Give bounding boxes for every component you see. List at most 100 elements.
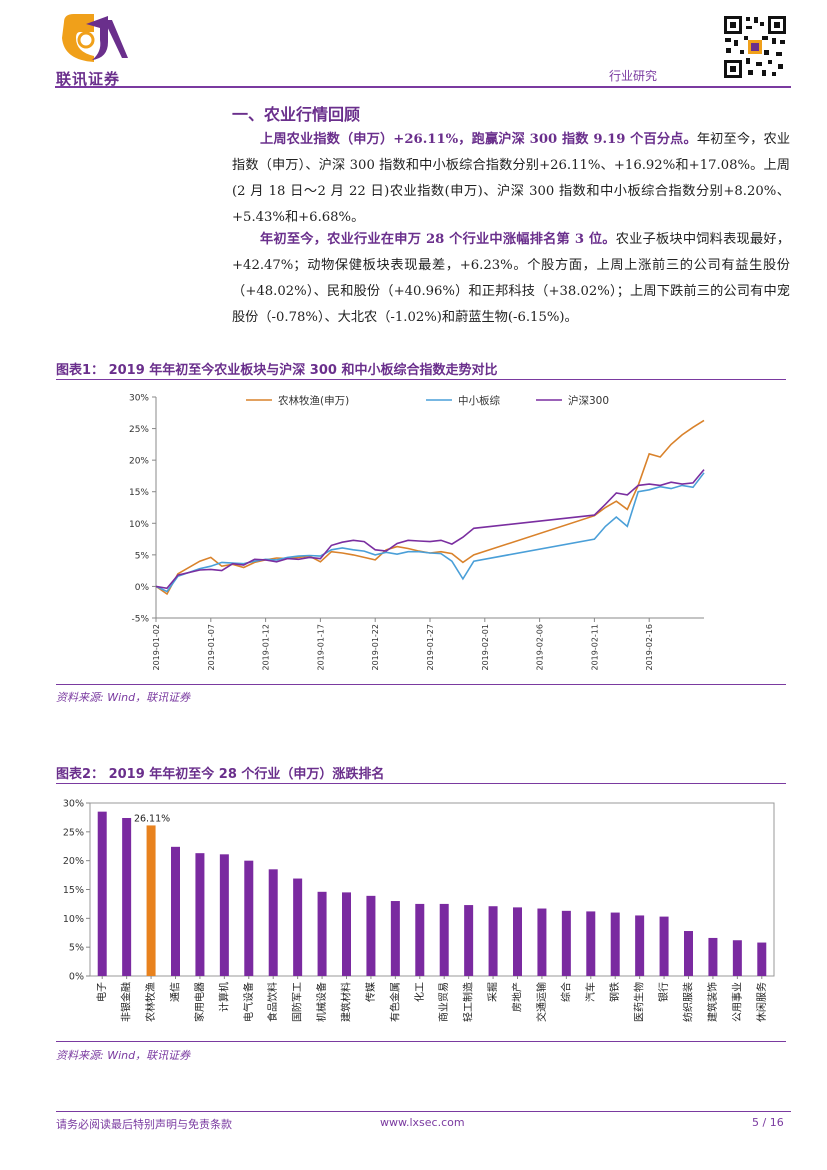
x-tick-label: 电子 [95, 982, 108, 1002]
x-tick-label: 2019-02-16 [645, 624, 654, 671]
logo-mark-icon [62, 14, 128, 62]
bar [219, 854, 229, 976]
bar [171, 846, 180, 976]
bar [537, 908, 547, 976]
bar [366, 895, 376, 976]
x-tick-label: 计算机 [217, 982, 230, 1012]
company-logo: 联讯证券 [56, 12, 136, 88]
x-tick-label: 房地产 [511, 982, 524, 1012]
figure1-top-rule [56, 379, 786, 380]
x-tick-label: 2019-01-07 [207, 624, 216, 671]
y-tick-label: 30% [129, 394, 149, 404]
y-tick-label: 5% [69, 943, 84, 954]
figure1-bottom-rule [56, 684, 786, 685]
bar [561, 910, 571, 976]
y-tick-label: 20% [129, 457, 149, 467]
bar-chart: 0% 5% 10% 15% 20% 25% 30% 电子 非银金融 农林牧渔 26.11% 通信 家用电… [63, 799, 775, 1022]
x-tick-label: 2019-01-12 [262, 624, 271, 671]
paragraph-2-text: 农业子板块中饲料表现最好，+42.47%；动物保健板块表现最差，+6.23%。个… [232, 232, 791, 325]
bar [244, 860, 254, 976]
y-tick-label: 10% [63, 914, 84, 925]
header-divider [55, 86, 791, 88]
x-tick-label: 2019-02-01 [481, 624, 490, 671]
bar [268, 869, 278, 976]
x-tick-label: 休闲服务 [755, 982, 768, 1022]
y-tick-label: -5% [131, 615, 149, 625]
line-chart: -5% 0% 5% 10% 15% 20% 25% 30% 2019-01-02 2019-01-… [129, 394, 705, 671]
y-tick-label: 0% [135, 583, 150, 593]
bar [464, 905, 474, 976]
section-title: 一、农业行情回顾 [232, 105, 361, 124]
footer-divider [56, 1111, 791, 1112]
bar-data-label: 26.11% [134, 813, 170, 824]
bar [122, 817, 132, 976]
y-tick-label: 25% [129, 425, 149, 435]
x-tick-label: 家用电器 [193, 982, 206, 1022]
x-tick-label: 采掘 [486, 982, 499, 1002]
x-tick-label: 电气设备 [242, 982, 255, 1022]
paragraph-1-highlight: 上周农业指数（申万）+26.11%，跑赢沪深 300 指数 9.19 个百分点。 [260, 132, 697, 147]
x-tick-label: 建筑材料 [340, 982, 353, 1022]
y-tick-label: 15% [63, 885, 84, 896]
x-tick-label: 国防军工 [291, 982, 304, 1022]
bar [732, 940, 742, 976]
bar [488, 906, 498, 976]
x-tick-label: 纺织服装 [682, 982, 695, 1022]
x-tick-label: 公用事业 [730, 982, 743, 1022]
company-name: 联讯证券 [56, 70, 121, 88]
y-tick-label: 0% [69, 972, 84, 983]
bar [97, 811, 107, 976]
x-tick-label: 机械设备 [315, 982, 328, 1022]
x-tick-label: 2019-02-06 [536, 624, 545, 671]
bar [586, 911, 596, 976]
bar [684, 931, 693, 976]
figure2-source: 资料来源: Wind，联讯证券 [56, 1049, 191, 1062]
bar [195, 853, 205, 976]
footer-page-number: 5 / 16 [752, 1116, 784, 1129]
x-tick-label: 传媒 [365, 982, 377, 1002]
bar [390, 901, 400, 976]
x-tick-label: 食品饮料 [266, 982, 279, 1022]
bar [317, 891, 327, 976]
figure2-top-rule [56, 783, 786, 784]
x-tick-label: 钢铁 [608, 982, 621, 1002]
series-line-1 [155, 419, 705, 596]
legend-label: 沪深300 [568, 394, 609, 407]
bar [659, 916, 669, 976]
footer-disclaimer[interactable]: 请务必阅读最后特别声明与免责条款 [56, 1118, 232, 1131]
legend-label: 农林牧渔(申万) [278, 394, 349, 407]
figure2-title: 图表2： 2019 年年初至今 28 个行业（申万）涨跌排名 [56, 767, 385, 782]
bar [439, 903, 449, 976]
paragraph-2-highlight: 年初至今，农业行业在申万 28 个行业中涨幅排名第 3 位。 [260, 232, 616, 247]
bar [415, 903, 425, 976]
y-tick-label: 5% [135, 551, 150, 561]
x-tick-label: 综合 [559, 982, 572, 1002]
x-tick-label: 2019-02-11 [590, 624, 599, 671]
figure1-source: 资料来源: Wind，联讯证券 [56, 691, 191, 704]
x-tick-label: 非银金融 [120, 982, 133, 1022]
bar [708, 937, 718, 976]
y-tick-label: 25% [63, 827, 84, 838]
x-tick-label: 通信 [170, 982, 182, 1002]
legend-label: 中小板综 [458, 394, 500, 407]
paragraph-1: 上周农业指数（申万）+26.11%，跑赢沪深 300 指数 9.19 个百分点。… [232, 127, 790, 231]
x-tick-label: 有色金属 [388, 982, 401, 1022]
x-tick-label: 建筑装饰 [706, 982, 719, 1022]
footer-website[interactable]: www.lxsec.com [380, 1116, 465, 1129]
figure2-bottom-rule [56, 1041, 786, 1042]
qr-code-icon [722, 14, 788, 80]
bar [513, 907, 522, 976]
x-tick-label: 2019-01-17 [316, 624, 325, 671]
x-tick-label: 银行 [657, 982, 670, 1002]
paragraph-2: 年初至今，农业行业在申万 28 个行业中涨幅排名第 3 位。农业子板块中饲料表现… [232, 227, 790, 331]
x-tick-label: 2019-01-02 [152, 624, 161, 671]
bar [610, 912, 620, 976]
series-line-3 [155, 469, 705, 590]
x-tick-label: 轻工制造 [462, 982, 475, 1022]
y-tick-label: 20% [63, 856, 84, 867]
x-tick-label: 2019-01-27 [426, 624, 435, 671]
y-tick-label: 15% [129, 488, 149, 498]
bar [757, 942, 767, 976]
series-line-2 [155, 472, 705, 593]
bar [146, 825, 156, 976]
